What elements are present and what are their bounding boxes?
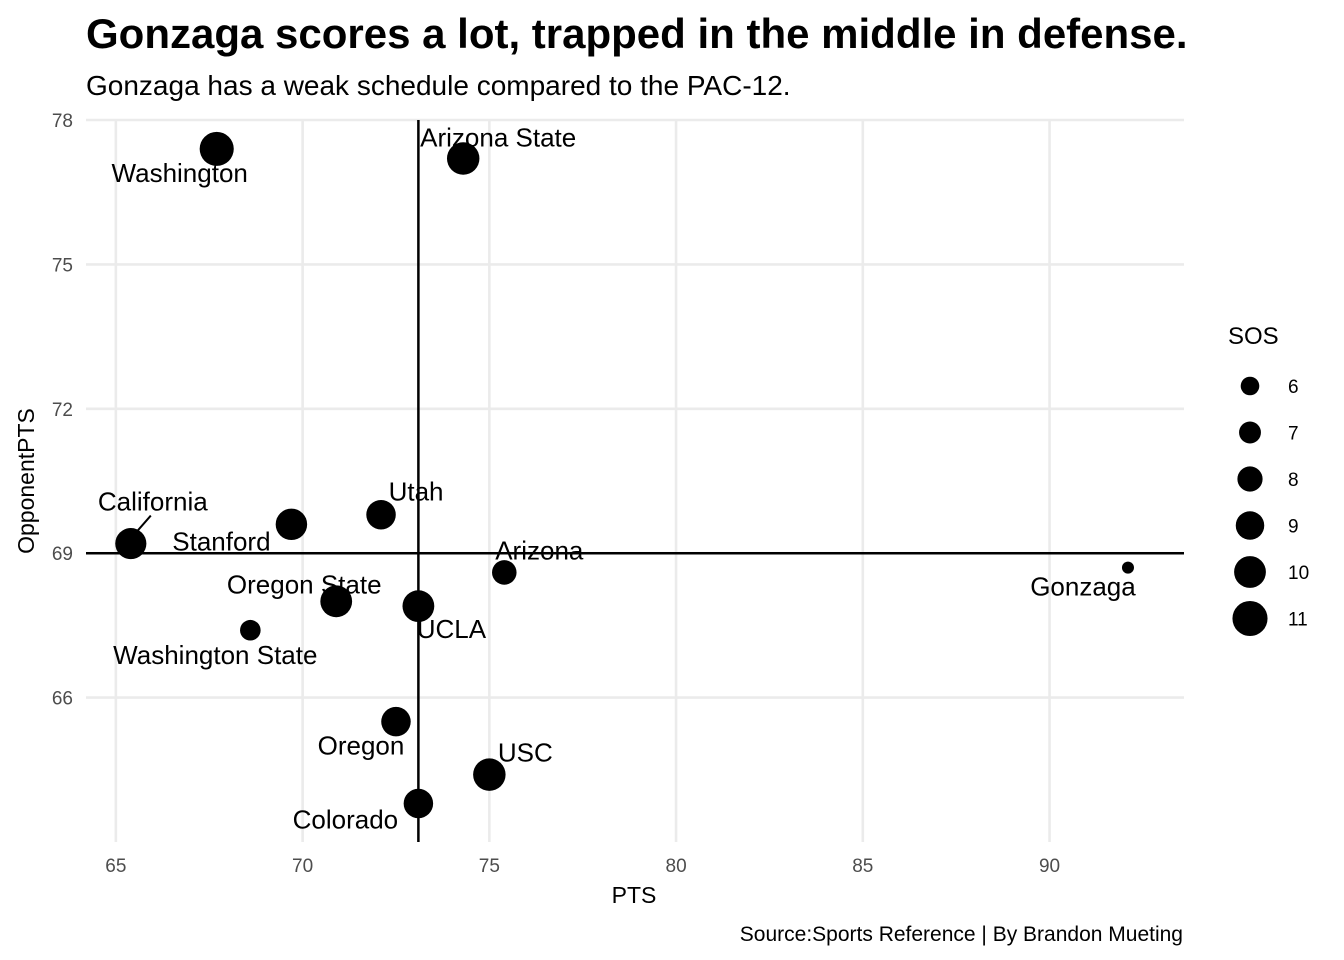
point-label: Washington State — [113, 640, 317, 670]
x-tick-label: 70 — [292, 856, 313, 877]
chart-caption: Source:Sports Reference | By Brandon Mue… — [740, 923, 1183, 946]
y-tick-label: 78 — [52, 111, 73, 132]
legend-label: 9 — [1288, 517, 1299, 538]
data-point — [473, 758, 506, 791]
legend-label: 10 — [1288, 563, 1309, 584]
legend-label: 8 — [1288, 470, 1299, 491]
x-tick-labels: 65 70 75 80 85 90 — [105, 856, 1060, 877]
point-label: USC — [498, 738, 553, 768]
x-tick-label: 85 — [852, 856, 873, 877]
data-point — [240, 619, 261, 641]
x-axis-title: PTS — [612, 882, 657, 908]
legend-key — [1235, 511, 1265, 540]
data-point — [403, 788, 434, 819]
point-label: Washington — [112, 158, 248, 188]
legend-key — [1232, 600, 1268, 637]
legend-title: SOS — [1228, 323, 1279, 350]
point-label: UCLA — [417, 614, 487, 644]
legend-key — [1239, 421, 1261, 444]
data-point — [1121, 561, 1134, 574]
data-point — [199, 131, 234, 166]
data-point — [492, 560, 517, 585]
reference-lines — [86, 120, 1184, 842]
y-tick-labels: 66 69 72 75 78 — [52, 111, 73, 710]
data-point — [381, 706, 411, 737]
data-point — [275, 508, 308, 541]
data-point — [402, 590, 435, 623]
y-tick-label: 75 — [52, 255, 73, 276]
point-label: Oregon — [318, 731, 405, 761]
point-label: Utah — [389, 477, 444, 507]
point-label: Arizona State — [420, 123, 576, 153]
x-tick-label: 80 — [666, 856, 687, 877]
point-label: Arizona — [495, 535, 584, 565]
point-label: Gonzaga — [1030, 572, 1136, 602]
legend-key — [1240, 376, 1260, 396]
x-tick-label: 65 — [105, 856, 126, 877]
y-tick-label: 66 — [52, 689, 73, 710]
data-point — [366, 499, 396, 530]
data-point — [115, 528, 147, 560]
legend-label: 7 — [1288, 424, 1299, 445]
legend-key — [1237, 466, 1263, 492]
data-points — [115, 131, 1134, 819]
size-legend: SOS 6 7 8 9 10 11 — [1228, 323, 1309, 637]
point-label: California — [98, 487, 208, 517]
legend-key — [1234, 556, 1266, 588]
grid-lines — [86, 118, 1184, 842]
point-label: Colorado — [293, 804, 399, 834]
y-tick-label: 69 — [52, 544, 73, 565]
y-tick-label: 72 — [52, 400, 73, 421]
data-point — [320, 585, 353, 618]
data-point — [446, 142, 480, 175]
x-tick-label: 90 — [1039, 856, 1060, 877]
point-label: Stanford — [172, 526, 270, 556]
chart-subtitle: Gonzaga has a weak schedule compared to … — [86, 70, 791, 101]
chart-title: Gonzaga scores a lot, trapped in the mid… — [86, 10, 1188, 57]
y-axis-title: OpponentPTS — [13, 408, 39, 554]
legend-label: 11 — [1288, 610, 1308, 631]
label-leader-line — [136, 514, 152, 533]
legend-label: 6 — [1288, 377, 1299, 398]
point-label: Oregon State — [227, 569, 382, 599]
x-tick-label: 75 — [479, 856, 500, 877]
point-labels: Washington Arizona State California Stanfor… — [98, 123, 1136, 835]
